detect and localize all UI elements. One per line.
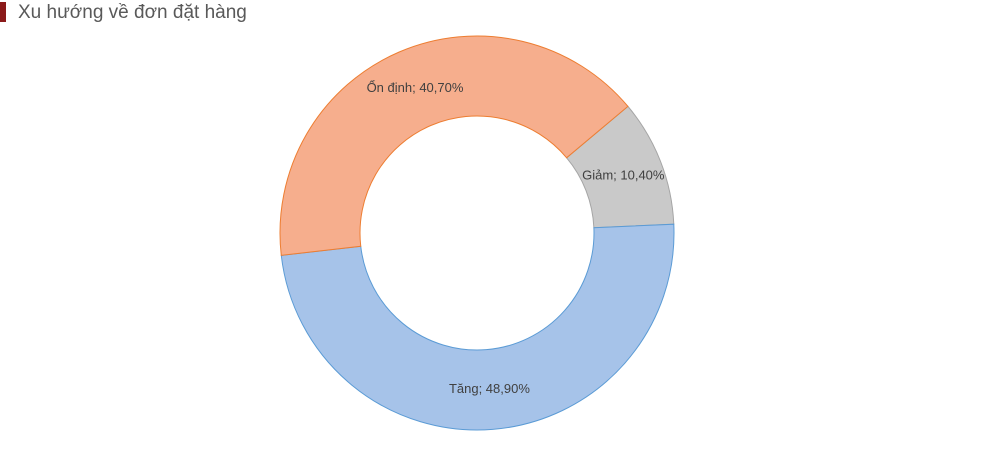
donut-segment <box>280 223 675 431</box>
data-label: Tăng; 48,90% <box>449 381 530 396</box>
data-label: Ổn định; 40,70% <box>367 80 464 95</box>
data-label: Giảm; 10,40% <box>582 167 665 182</box>
title-accent <box>0 2 6 22</box>
donut-segment <box>279 35 629 256</box>
chart-title: Xu hướng về đơn đặt hàng <box>18 2 247 23</box>
